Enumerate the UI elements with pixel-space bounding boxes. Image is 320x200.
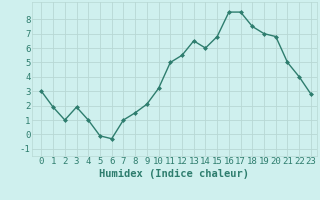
X-axis label: Humidex (Indice chaleur): Humidex (Indice chaleur) bbox=[100, 169, 249, 179]
